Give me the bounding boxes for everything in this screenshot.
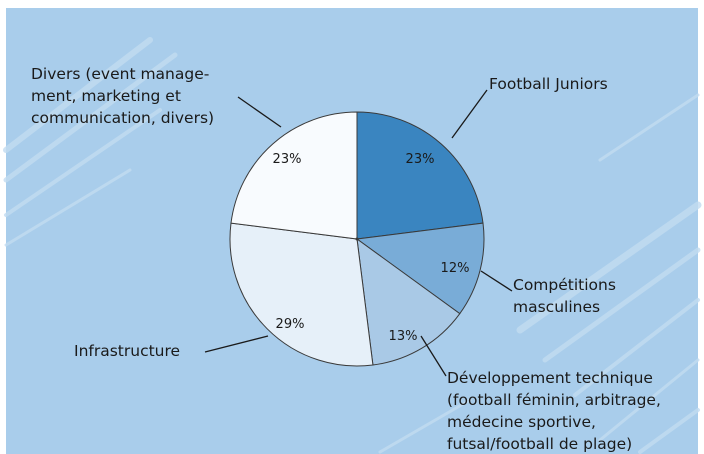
category-label-1-line-1: Football Juniors — [489, 75, 608, 93]
category-label-5-line-2: ment, marketing et — [31, 87, 181, 105]
category-label-3: Développement technique (football féminin… — [447, 369, 661, 453]
category-label-3-line-1: Développement technique — [447, 369, 653, 387]
pie-slice-5 — [230, 111, 358, 240]
category-label-1: Football Juniors — [489, 75, 608, 93]
category-label-2-line-1: Compétitions — [513, 276, 616, 294]
pie-slice-2 — [355, 222, 485, 315]
pie-slices — [229, 111, 485, 367]
slice-value-label-5: 23% — [273, 152, 302, 167]
stripe-10 — [378, 398, 472, 454]
stripe-2 — [3, 52, 178, 183]
category-label-4: Infrastructure — [74, 342, 180, 360]
category-label-2-line-2: masculines — [513, 298, 600, 316]
category-label-3-line-3: médecine sportive, — [447, 413, 596, 431]
category-label-3-line-2: (football féminin, arbitrage, — [447, 391, 661, 409]
stripe-4 — [4, 168, 132, 247]
category-label-5-line-1: Divers (event manage- — [31, 65, 209, 83]
pie-slice-1 — [356, 111, 484, 240]
stripe-8 — [598, 358, 700, 442]
stripe-3 — [4, 108, 162, 217]
stripe-6 — [542, 247, 701, 363]
stripe-5 — [516, 201, 702, 334]
stripe-7 — [573, 298, 700, 397]
leader-line-4 — [204, 335, 269, 353]
pie-slice-3 — [356, 237, 461, 366]
stripe-11 — [598, 93, 700, 162]
category-label-3-line-4: futsal/football de plage) — [447, 435, 632, 453]
stripe-9 — [638, 408, 700, 454]
leader-line-2 — [480, 270, 513, 292]
stripe-1 — [3, 37, 153, 153]
category-label-5: Divers (event manage-ment, marketing et c… — [31, 65, 214, 127]
pie-center — [355, 237, 359, 241]
labels: 23% Football Juniors 12% Compétitions mascul… — [31, 65, 661, 453]
leader-line-5 — [237, 96, 282, 128]
leader-line-3 — [420, 335, 447, 377]
category-label-2: Compétitions masculines — [513, 276, 616, 316]
leader-line-1 — [451, 89, 488, 139]
slice-value-label-3: 13% — [389, 329, 418, 344]
slice-value-label-4: 29% — [276, 317, 305, 332]
category-label-4-line-1: Infrastructure — [74, 342, 180, 360]
pie-slice-4 — [229, 222, 374, 367]
decorative-stripes — [3, 37, 702, 454]
slice-value-label-2: 12% — [441, 261, 470, 276]
category-label-5-line-3: communication, divers) — [31, 109, 214, 127]
slice-value-label-1: 23% — [406, 152, 435, 167]
